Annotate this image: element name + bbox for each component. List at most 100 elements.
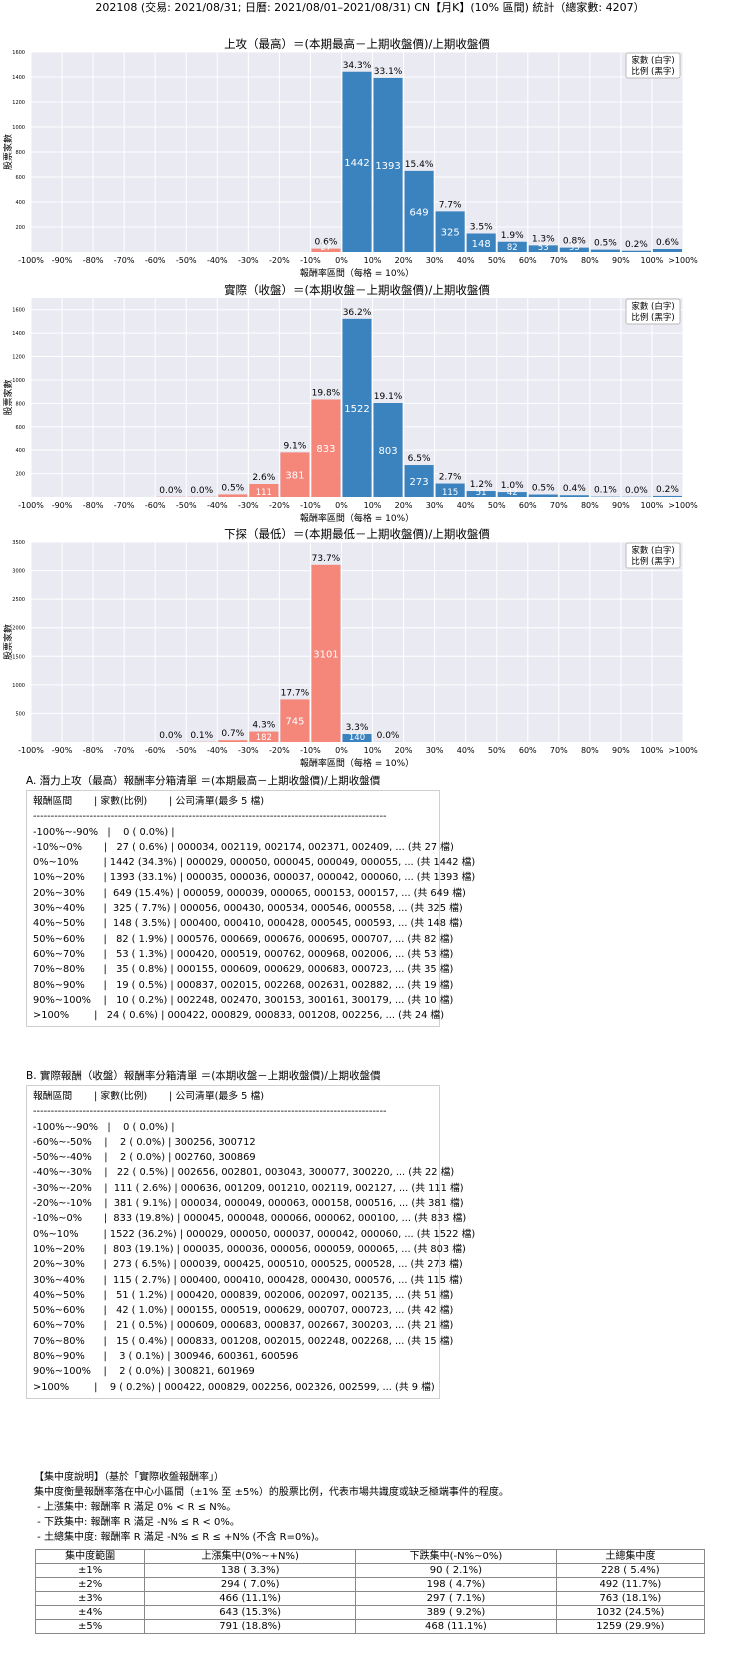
table-header: 集中度範圍 [34,1549,146,1564]
listing-line: 90%~100% | 2 ( 0.0%) | 300821, 601969 [33,1366,255,1378]
table-row: ±2% 294 ( 7.0%) 198 ( 4.7%) 492 (11.7%) [34,1577,706,1592]
x-tick-label: 0% [335,501,348,510]
bar-percent-label: 6.5% [408,454,431,464]
y-tick-label: 2500 [12,597,25,603]
bar [311,399,341,497]
table-cell: 198 ( 4.7%) [355,1577,557,1592]
listing-line: -60%~-50% | 2 ( 0.0%) | 300256, 300712 [33,1136,256,1148]
listing-line: -50%~-40% | 2 ( 0.0%) | 002760, 300869 [33,1152,256,1164]
legend-box [625,52,681,79]
y-tick-label: 1600 [12,308,25,314]
chart-title: 實際（收盤）＝(本期收盤－上期收盤價)/上期收盤價 [224,283,490,297]
plot-background [31,542,683,742]
bar-percent-label: 0.0% [377,731,400,741]
y-tick-label: 1000 [12,683,25,689]
concentration-heading: 【集中度說明】（基於「實際收盤報酬率」） [34,1472,224,1483]
x-tick-label: -50% [176,256,197,265]
legend-box [625,298,681,325]
bar-percent-label: 3.3% [346,723,369,733]
x-tick-label: 0% [335,746,348,755]
bar [590,249,620,252]
bar-count-label: 53 [538,243,549,253]
y-tick-label: 400 [15,448,25,454]
legend-line: 比例 (黑字) [631,66,674,77]
bar [404,465,434,497]
bar-percent-label: 0.0% [159,731,182,741]
x-tick-label: -10% [300,746,321,755]
x-tick-label: 40% [457,256,475,265]
bar-percent-label: 0.2% [656,485,679,495]
listing-line: -20%~-10% | 381 ( 9.1%) | 000034, 000049… [33,1198,464,1210]
listing-line: 60%~70% | 21 ( 0.5%) | 000609, 000683, 0… [33,1320,454,1332]
listing-line: >100% | 24 ( 0.6%) | 000422, 000829, 000… [33,1010,445,1022]
x-tick-label: -90% [52,501,73,510]
x-tick-label: 10% [364,501,382,510]
listing-line: -40%~-30% | 22 ( 0.5%) | 002656, 002801,… [33,1167,455,1179]
bar-percent-label: 9.1% [283,441,306,451]
bar [621,250,651,252]
x-tick-label: -60% [145,256,166,265]
x-tick-label: -60% [145,501,166,510]
x-axis-label: 報酬率區間（每格 = 10%） [300,267,414,279]
bar-percent-label: 0.1% [190,731,213,741]
bar-percent-label: 0.4% [563,484,586,494]
y-axis-label: 股票家數 [2,624,14,660]
y-tick-label: 3000 [12,569,25,575]
listing-line: 60%~70% | 53 ( 1.3%) | 000420, 000519, 0… [33,948,454,960]
x-tick-label: -30% [238,746,259,755]
x-tick-label: -100% [18,746,44,755]
bar-count-label: 803 [379,446,398,457]
y-axis-label: 股票家數 [2,134,14,170]
table-header: 下跌集中(-N%~0%) [355,1549,557,1564]
y-tick-label: 200 [15,472,25,478]
table-row: ±3% 466 (11.1%) 297 ( 7.1%) 763 (18.1%) [34,1591,706,1606]
bar [497,241,527,252]
x-tick-label: -80% [83,501,104,510]
bar [342,318,372,497]
bar [466,233,496,252]
legend-line: 家數 (白字) [631,301,674,312]
table-cell: 466 (11.1%) [144,1591,357,1606]
listing-line: -30%~-20% | 111 ( 2.6%) | 000636, 001209… [33,1182,464,1194]
table-header: 上漲集中(0%~+N%) [144,1549,357,1564]
x-tick-label: 100% [641,501,664,510]
listing-line: 20%~30% | 649 (15.4%) | 000059, 000039, … [33,887,466,899]
x-tick-label: -80% [83,746,104,755]
x-tick-label: >100% [668,501,698,510]
y-tick-label: 400 [15,200,25,206]
bar-percent-label: 34.3% [343,61,372,71]
listing-line: 30%~40% | 115 ( 2.7%) | 000400, 000410, … [33,1274,463,1286]
table-row: ±5% 791 (18.8%) 468 (11.1%) 1259 (29.9%) [34,1619,706,1634]
chart-title: 上攻（最高）＝(本期最高－上期收盤價)/上期收盤價 [224,37,490,51]
table-cell: 1032 (24.5%) [555,1605,706,1620]
listing-a-title: A. 潛力上攻（最高）報酬率分箱清單 ＝(本期最高－上期收盤價)/上期收盤價 [26,775,381,787]
listing-line: >100% | 9 ( 0.2%) | 000422, 000829, 0022… [33,1381,435,1393]
legend-line: 比例 (黑字) [631,312,674,323]
listing-b-box: 報酬區間 | 家數(比例) | 公司清單(最多 5 檔) ------------… [26,1085,475,1399]
y-tick-label: 600 [15,425,25,431]
table-cell: 297 ( 7.1%) [355,1591,557,1606]
legend-box [625,542,681,569]
x-tick-label: 70% [550,256,568,265]
bar-count-label: 273 [410,477,429,488]
y-tick-label: 1600 [12,50,25,56]
listing-line: 20%~30% | 273 ( 6.5%) | 000039, 000425, … [33,1259,463,1271]
bar [342,71,372,252]
legend-line: 比例 (黑字) [631,556,674,567]
table-cell: 294 ( 7.0%) [144,1577,357,1592]
y-tick-label: 1400 [12,75,25,81]
y-tick-label: 3500 [12,540,25,546]
x-tick-label: -30% [238,256,259,265]
x-tick-label: 50% [488,746,506,755]
concentration-line: - 上漲集中: 報酬率 R 滿足 0% < R ≤ N%。 [34,1502,237,1513]
concentration-header-row: 集中度範圍 上漲集中(0%~+N%) 下跌集中(-N%~0%) 土總集中度 [34,1549,706,1564]
table-cell: 791 (18.8%) [144,1619,357,1634]
x-tick-label: 70% [550,501,568,510]
listing-line: 30%~40% | 325 ( 7.7%) | 000056, 000430, … [33,903,463,915]
listing-line: 報酬區間 | 家數(比例) | 公司清單(最多 5 檔) [33,796,265,807]
table-cell: 228 ( 5.4%) [555,1563,706,1578]
bar-percent-label: 4.3% [252,721,275,731]
bar-percent-label: 17.7% [281,688,310,698]
bar [311,248,341,252]
bar-percent-label: 0.8% [563,237,586,247]
